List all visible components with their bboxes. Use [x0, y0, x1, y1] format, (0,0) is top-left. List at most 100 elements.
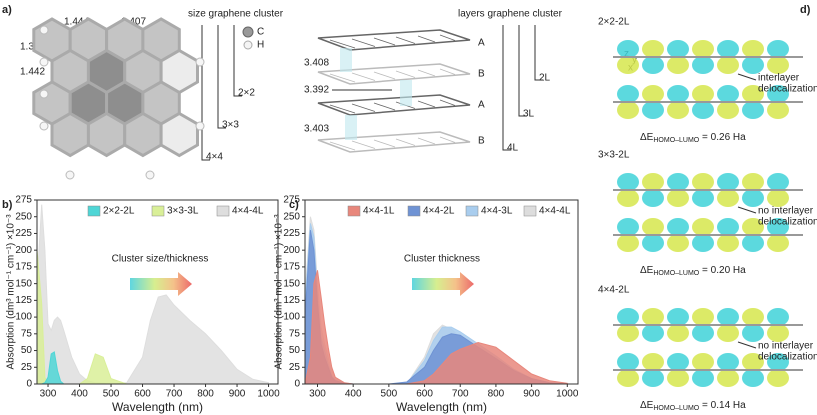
lobe: [667, 189, 689, 207]
lobe: [717, 85, 739, 103]
sheet-label: B: [478, 136, 485, 147]
note: interlayer: [758, 73, 800, 84]
energy-symbol: ΔE: [640, 265, 654, 276]
lobe: [717, 308, 739, 326]
bracket: [201, 25, 242, 161]
bond-length: 1.442: [20, 67, 45, 78]
lobe: [667, 353, 689, 371]
sheet-bond: [329, 73, 356, 83]
y-tick-label: 0: [26, 379, 32, 390]
lobe: [742, 324, 764, 342]
lobe: [617, 101, 639, 119]
note: delocalization: [758, 352, 817, 363]
x-tick-label: 600: [416, 389, 433, 400]
lobe: [692, 40, 714, 58]
lobe: [642, 218, 664, 236]
lobe: [717, 218, 739, 236]
lobe: [717, 40, 739, 58]
legend-label: 4×4-4L: [232, 206, 264, 217]
lobe: [742, 218, 764, 236]
energy-symbol: ΔE: [640, 132, 654, 143]
lobe: [667, 234, 689, 252]
atom-legend: [242, 26, 254, 38]
legend-swatch: [523, 205, 537, 217]
legend-swatch: [407, 205, 421, 217]
lobe: [742, 308, 764, 326]
hexagon: [123, 111, 163, 158]
distance-label: 3.408: [304, 58, 329, 69]
lobe: [767, 56, 789, 74]
lobe: [617, 353, 639, 371]
lobe: [742, 234, 764, 252]
y-tick-label: 125: [15, 295, 32, 306]
distance-marker: [400, 80, 412, 106]
lobe: [742, 369, 764, 387]
lobe: [767, 369, 789, 387]
lobe: [692, 56, 714, 74]
lobe: [642, 308, 664, 326]
sheet-bond: [373, 37, 396, 46]
y-tick-label: 100: [283, 312, 300, 323]
lobe: [642, 173, 664, 191]
lobe: [767, 353, 789, 371]
panel-title: size graphene cluster: [188, 9, 284, 20]
case-title: 2×2-2L: [598, 17, 630, 28]
note-leader: [737, 206, 757, 214]
y-tick-label: 50: [289, 345, 301, 356]
y-tick-label: 100: [15, 312, 32, 323]
legend-swatch: [151, 205, 165, 217]
legend-label: 4×4-1L: [363, 206, 395, 217]
bond-length: 1.407: [121, 17, 146, 28]
lobe: [767, 85, 789, 103]
y-tick-label: 250: [15, 211, 32, 222]
lobe: [617, 56, 639, 74]
lobe: [642, 369, 664, 387]
distance-label: 3.392: [304, 85, 329, 96]
x-tick-label: 300: [309, 389, 326, 400]
layer-label: 3L: [523, 109, 535, 120]
lobe: [692, 308, 714, 326]
legend-label: 4×4-4L: [539, 206, 571, 217]
y-tick-label: 125: [283, 295, 300, 306]
lobe: [692, 324, 714, 342]
lobe: [767, 189, 789, 207]
y-tick-label: 75: [289, 328, 301, 339]
sheet-label: A: [478, 100, 485, 111]
bracket: [502, 25, 543, 151]
gradient-arrow: [412, 272, 474, 296]
energy-subscript: HOMO–LUMO: [653, 137, 699, 144]
energy-gap: ΔEHOMO–LUMO = 0.20 Ha: [640, 265, 746, 277]
sheet-bond: [329, 104, 356, 114]
y-tick-label: 175: [283, 262, 300, 273]
distance-marker: [345, 115, 357, 140]
sheet-bond: [373, 102, 396, 111]
hexagon: [86, 111, 127, 158]
distance-marker: [340, 48, 352, 72]
x-tick-label: 1000: [556, 389, 579, 400]
y-tick-label: 275: [283, 195, 300, 206]
lobe: [742, 189, 764, 207]
annotation: Cluster thickness: [404, 254, 480, 265]
y-tick-label: 250: [283, 211, 300, 222]
lobe: [767, 308, 789, 326]
panel-label: b): [2, 199, 13, 211]
sheet: [317, 63, 471, 85]
hydrogen: [39, 89, 49, 99]
sheet: [317, 94, 471, 116]
y-tick-label: 175: [15, 262, 32, 273]
legend-swatch: [87, 205, 101, 217]
lobe: [742, 85, 764, 103]
lobe: [692, 101, 714, 119]
lobe: [692, 85, 714, 103]
lobe: [742, 56, 764, 74]
lobe: [692, 353, 714, 371]
lobe: [617, 308, 639, 326]
panel-label: d): [800, 4, 811, 16]
distance-label: 3.403: [304, 124, 329, 135]
x-tick-label: 800: [488, 389, 505, 400]
panel-label: a): [2, 4, 12, 16]
size-label: 4×4: [206, 152, 223, 163]
lobe: [742, 101, 764, 119]
y-tick-label: 275: [15, 195, 32, 206]
